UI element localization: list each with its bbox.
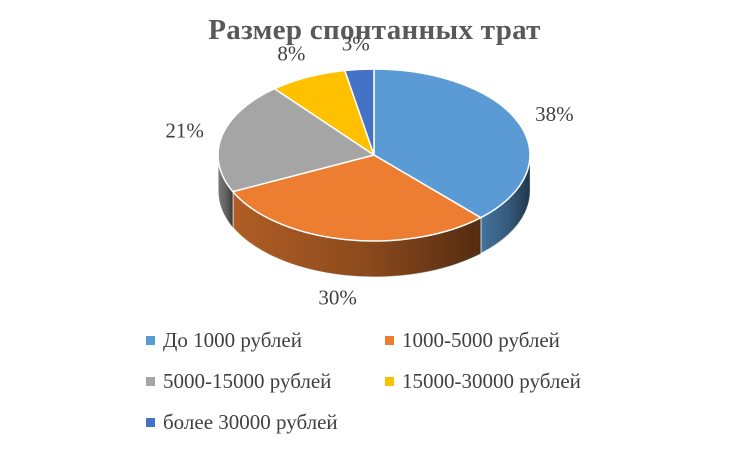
pie-side-shade-2 xyxy=(218,155,233,228)
pie-slice-2 xyxy=(217,87,376,193)
pie-side-shade-1 xyxy=(232,191,481,277)
data-label-1: 30% xyxy=(318,285,357,309)
chart-title: Размер спонтанных трат xyxy=(208,14,541,46)
data-label-0: 38% xyxy=(535,102,574,126)
pie-slice-0 xyxy=(373,68,531,219)
pie-side-shade-0 xyxy=(480,155,530,254)
data-label-3: 8% xyxy=(277,42,305,66)
data-label-2: 21% xyxy=(165,119,204,143)
pie-slice-1 xyxy=(231,154,483,242)
data-label-4: 3% xyxy=(342,32,370,56)
pie-slice-4 xyxy=(343,68,375,156)
